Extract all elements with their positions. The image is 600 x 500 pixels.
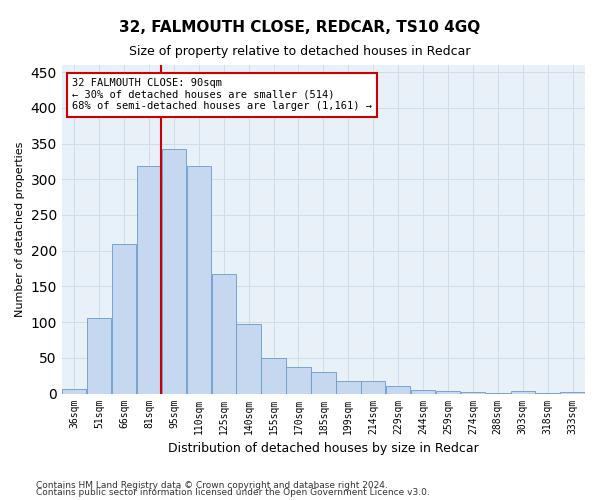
Text: 32, FALMOUTH CLOSE, REDCAR, TS10 4GQ: 32, FALMOUTH CLOSE, REDCAR, TS10 4GQ [119,20,481,35]
Bar [212,274,236,394]
Bar [112,244,136,394]
Bar [161,148,186,394]
Bar [137,166,161,394]
Bar [436,390,460,394]
Bar [361,382,385,394]
Bar [386,386,410,394]
Y-axis label: Number of detached properties: Number of detached properties [15,142,25,317]
Text: Contains public sector information licensed under the Open Government Licence v3: Contains public sector information licen… [36,488,430,497]
Text: Size of property relative to detached houses in Redcar: Size of property relative to detached ho… [129,45,471,58]
Bar [262,358,286,394]
X-axis label: Distribution of detached houses by size in Redcar: Distribution of detached houses by size … [168,442,479,455]
Bar [87,318,112,394]
Bar [511,392,535,394]
Bar [485,393,510,394]
Bar [535,393,560,394]
Bar [62,388,86,394]
Bar [461,392,485,394]
Bar [411,390,435,394]
Text: 32 FALMOUTH CLOSE: 90sqm
← 30% of detached houses are smaller (514)
68% of semi-: 32 FALMOUTH CLOSE: 90sqm ← 30% of detach… [72,78,372,112]
Bar [311,372,335,394]
Text: Contains HM Land Registry data © Crown copyright and database right 2024.: Contains HM Land Registry data © Crown c… [36,480,388,490]
Bar [560,392,585,394]
Bar [187,166,211,394]
Bar [236,324,261,394]
Bar [336,380,361,394]
Bar [286,367,311,394]
